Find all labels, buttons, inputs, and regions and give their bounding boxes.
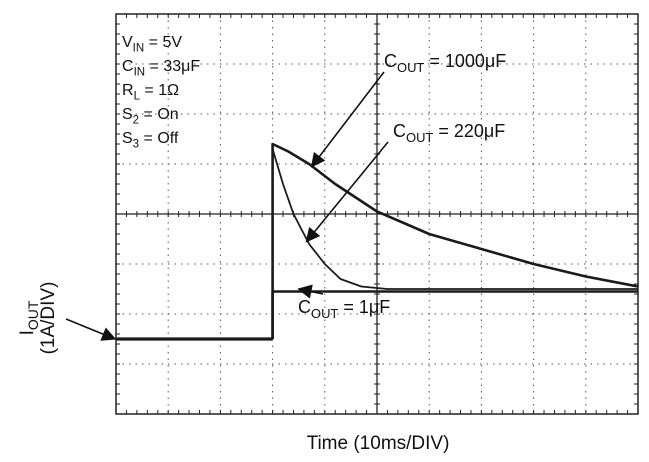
condition-2-sub: IN [134, 66, 146, 78]
annotation-3-sub: OUT [311, 306, 338, 321]
condition-1-sub: IN [133, 42, 145, 54]
annotation-1-sub: OUT [397, 60, 424, 75]
annotation-2-sub: OUT [406, 130, 433, 145]
condition-3-rest: = 1Ω [140, 82, 179, 99]
condition-1-main: V [122, 34, 133, 51]
condition-2-rest: = 33μF [145, 58, 200, 75]
condition-5-main: S [122, 130, 133, 147]
condition-1-rest: = 5V [144, 34, 182, 51]
condition-2-main: C [122, 58, 134, 75]
annotation-3-rest: = 1μF [338, 297, 390, 317]
annotation-2-rest: = 220μF [433, 121, 505, 141]
x-axis-label: Time (10ms/DIV) [307, 433, 450, 454]
condition-3-main: R [122, 82, 134, 99]
annotation-2-main: C [393, 121, 406, 141]
y-axis-scale: (1A/DIV) [38, 282, 59, 355]
annotation-1-main: C [384, 51, 397, 71]
annotation-3-main: C [298, 297, 311, 317]
annotation-1-rest: = 1000μF [424, 51, 506, 71]
condition-4-rest: = On [139, 106, 179, 123]
condition-4-main: S [122, 106, 133, 123]
condition-5-rest: = Off [139, 130, 179, 147]
